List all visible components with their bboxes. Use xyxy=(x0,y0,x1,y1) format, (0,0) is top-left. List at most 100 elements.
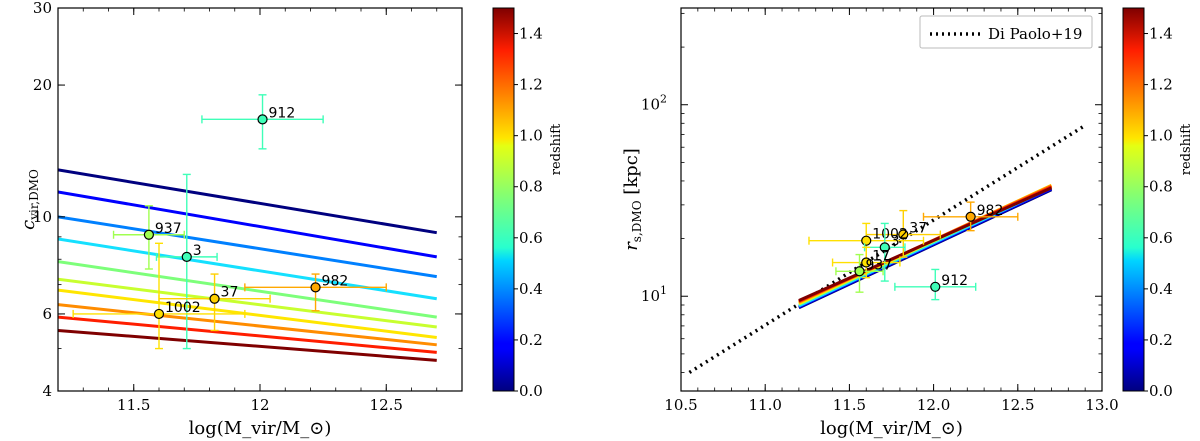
colorbar-tick-label: 0.0 xyxy=(1149,382,1173,400)
x-axis-label: log(M_vir/M_⊙) xyxy=(820,418,963,439)
series-line-z-0-45 xyxy=(58,237,437,301)
colorbar-tick-label: 0.4 xyxy=(519,280,543,298)
series-line-z-1-05 xyxy=(58,303,437,347)
data-point-37: 37 xyxy=(158,273,271,332)
y-tick-label: 20 xyxy=(33,76,52,94)
data-point-label: 3 xyxy=(193,243,202,259)
colorbar-tick-label: 0.4 xyxy=(1149,280,1173,298)
data-point-marker xyxy=(898,229,909,240)
data-point-label: 3 xyxy=(891,233,900,249)
colorbar-tick-label: 0.2 xyxy=(519,331,543,349)
data-point-3: 3 xyxy=(155,173,218,350)
y-tick-label: 101 xyxy=(641,284,667,305)
data-point-label: 1002 xyxy=(872,227,908,243)
colorbar-tick-label: 0.6 xyxy=(519,229,543,247)
data-point-982: 982 xyxy=(244,273,387,312)
y-tick-label: 4 xyxy=(42,382,52,400)
data-point-37: 37 xyxy=(865,209,942,258)
data-point-marker xyxy=(257,114,268,125)
series-line-z-1-4 xyxy=(58,328,437,362)
data-point-1002: 1002 xyxy=(72,242,246,350)
data-point-marker xyxy=(209,293,220,304)
series-line-z-1-4 xyxy=(798,186,1053,302)
series-line-z-0-9 xyxy=(58,288,437,339)
series-line-z-0-6 xyxy=(58,260,437,319)
data-point-17: 17 xyxy=(831,246,901,279)
data-point-label: 912 xyxy=(269,105,296,121)
data-point-3: 3 xyxy=(863,222,906,282)
legend-entry-label: Di Paolo+19 xyxy=(988,25,1082,43)
data-point-label: 17 xyxy=(872,249,890,265)
data-point-label: 37 xyxy=(221,285,239,301)
data-point-1002: 1002 xyxy=(808,222,925,261)
colorbar-tick-label: 0.8 xyxy=(519,178,543,196)
x-tick-label: 11.0 xyxy=(748,396,781,414)
data-point-label: 937 xyxy=(866,257,893,273)
plot-area: 912 937 3 982 37 1002 xyxy=(58,94,438,362)
legend-box xyxy=(919,15,1093,49)
data-point-label: 1002 xyxy=(165,300,201,316)
data-point-marker xyxy=(861,235,872,246)
axes-frame xyxy=(680,7,1103,392)
y-tick-label: 30 xyxy=(33,0,52,17)
series-line-z-0-75 xyxy=(58,277,437,329)
x-tick-label: 11.5 xyxy=(833,396,866,414)
colorbar-tick-label: 0.8 xyxy=(1149,178,1173,196)
colorbar-tick-label: 1.0 xyxy=(1149,127,1173,145)
data-point-912: 912 xyxy=(201,94,324,150)
x-tick-label: 12.5 xyxy=(1001,396,1034,414)
x-tick-label: 12.0 xyxy=(917,396,950,414)
data-point-marker xyxy=(861,257,872,268)
x-tick-label: 10.5 xyxy=(664,396,697,414)
data-point-marker xyxy=(854,266,865,277)
x-tick-label: 12.5 xyxy=(370,396,403,414)
series-line-z-0-3 xyxy=(58,215,437,279)
data-point-marker xyxy=(310,282,321,293)
colorbar-tick-label: 0.0 xyxy=(519,382,543,400)
colorbar-gradient xyxy=(1122,7,1145,392)
y-tick-label: 6 xyxy=(42,305,52,323)
data-point-marker xyxy=(965,211,976,222)
colorbar-label: redshift xyxy=(549,123,564,175)
colorbar-tick-label: 0.6 xyxy=(1149,229,1173,247)
y-axis-label: cvir,DMO xyxy=(18,169,41,230)
colorbar-tick-label: 1.4 xyxy=(1149,25,1173,43)
data-point-label: 982 xyxy=(322,273,349,289)
x-tick-label: 12 xyxy=(250,396,269,414)
right-colorbar: 0.0 0.2 0.4 0.6 0.8 1.0 1.2 1.4 redshift xyxy=(1122,7,1194,400)
series-line-z-0-0 xyxy=(58,168,437,235)
data-point-marker xyxy=(930,281,941,292)
colorbar-tick-label: 0.2 xyxy=(1149,331,1173,349)
x-tick-label: 13.0 xyxy=(1085,396,1118,414)
data-point-937: 937 xyxy=(835,253,893,293)
x-axis-label: log(M_vir/M_⊙) xyxy=(189,418,332,439)
data-point-marker xyxy=(153,308,165,320)
data-point-912: 912 xyxy=(894,268,977,301)
series-line-z-0-15 xyxy=(58,190,438,259)
y-tick-label: 10 xyxy=(33,208,52,226)
data-point-label: 37 xyxy=(909,221,927,237)
data-point-982: 982 xyxy=(922,201,1019,232)
data-point-label: 982 xyxy=(977,203,1004,219)
series-line-z-1-2 xyxy=(58,315,437,354)
data-point-marker xyxy=(143,229,154,240)
colorbar-tick-label: 1.0 xyxy=(519,127,543,145)
data-point-label: 912 xyxy=(941,273,968,289)
data-point-marker xyxy=(879,242,890,253)
data-point-marker xyxy=(181,251,192,262)
data-point-937: 937 xyxy=(112,205,185,270)
x-tick-label: 11.5 xyxy=(117,396,150,414)
data-point-label: 937 xyxy=(155,221,182,237)
colorbar-tick-label: 1.4 xyxy=(519,25,543,43)
y-axis-label: rs,DMO [kpc] xyxy=(621,148,644,251)
left-panel: 912 937 3 982 37 1002 11.5 12 12.5 4 6 10 20 30 log(M_… xyxy=(18,0,463,439)
colorbar-tick-label: 1.2 xyxy=(1149,76,1173,94)
y-tick-label: 102 xyxy=(641,93,667,114)
colorbar-tick-label: 1.2 xyxy=(519,76,543,94)
right-legend: Di Paolo+19 xyxy=(919,15,1093,49)
colorbar-gradient xyxy=(492,7,515,392)
colorbar-label: redshift xyxy=(1179,123,1194,175)
